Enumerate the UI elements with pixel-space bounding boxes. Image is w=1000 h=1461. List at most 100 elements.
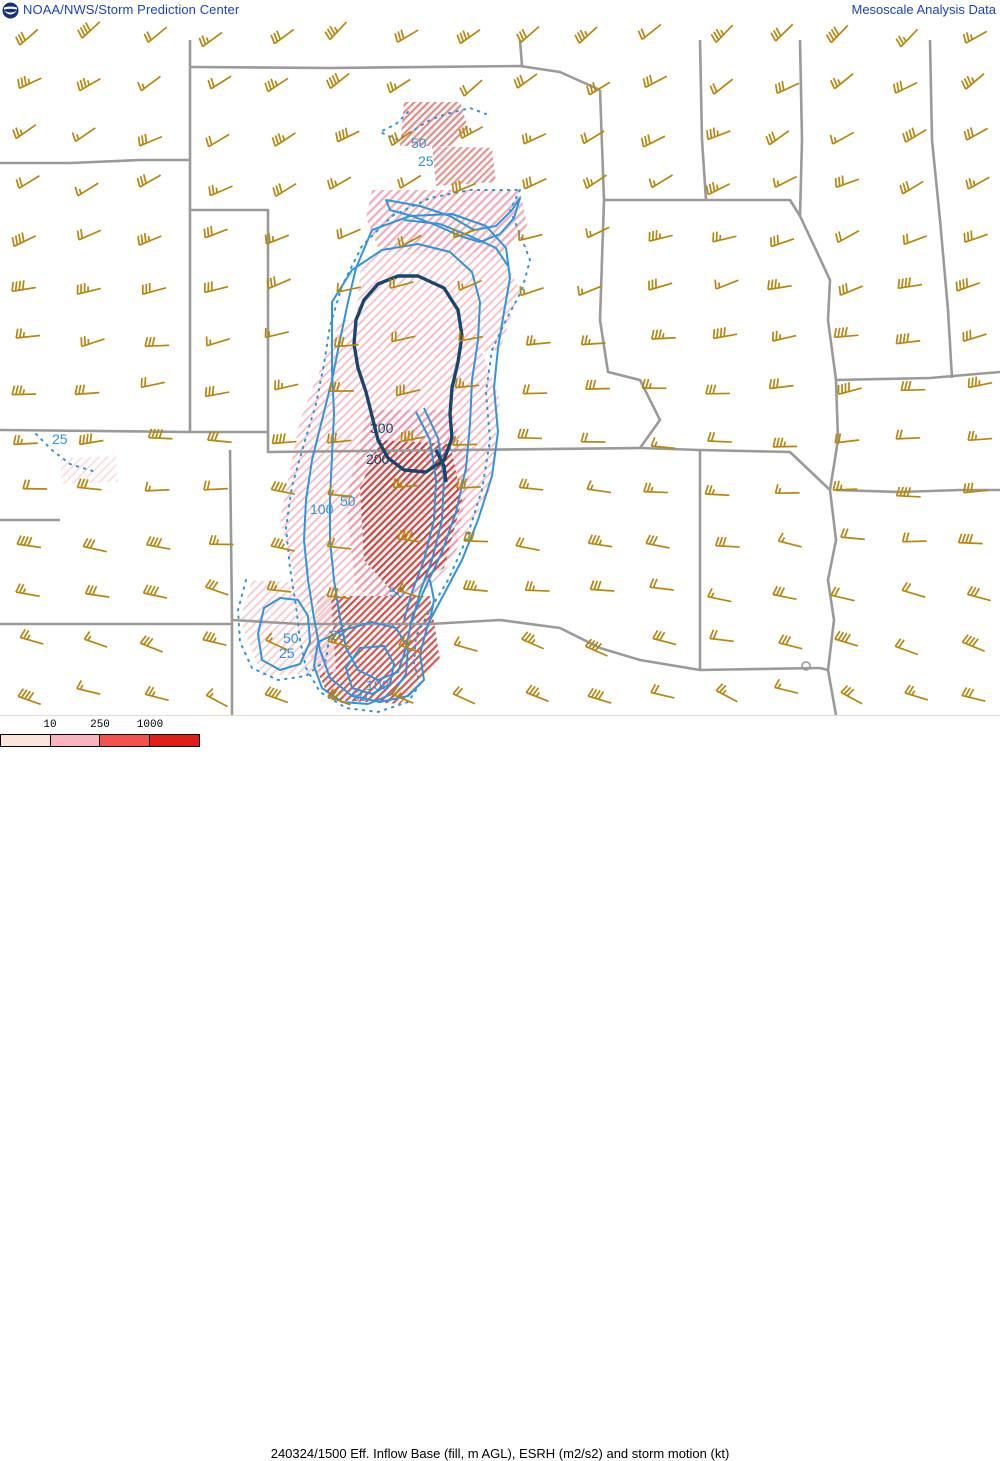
wind-barb (16, 70, 42, 88)
wind-barb (454, 636, 480, 651)
wind-barb (591, 580, 616, 591)
wind-barb (323, 20, 346, 40)
wind-barb (14, 23, 38, 46)
wind-barb (79, 330, 105, 346)
wind-barb (11, 279, 36, 292)
wind-barb (269, 22, 294, 44)
wind-barb (968, 586, 994, 601)
wind-barb (771, 327, 796, 341)
page-footer: 10 250 1000 240324/1500 Eff. Inflow Base… (0, 715, 1000, 751)
wind-barb (453, 686, 479, 704)
wind-barb (516, 537, 541, 550)
wind-barb (75, 280, 100, 295)
wind-barb (206, 579, 232, 595)
wind-barb (145, 481, 169, 491)
wind-barb (12, 385, 36, 395)
contour-label: 50 (283, 630, 299, 646)
wind-barb (84, 631, 110, 647)
wind-barb (708, 432, 732, 442)
wind-barb (962, 120, 987, 140)
wind-barb (75, 71, 100, 91)
contour-label: 50 (411, 135, 427, 151)
wind-barb (650, 578, 675, 590)
wind-barb (836, 379, 862, 394)
wind-barb (651, 437, 676, 448)
wind-barb (647, 167, 672, 187)
wind-barb (272, 433, 297, 444)
wind-barb (263, 71, 288, 92)
wind-barb (75, 384, 100, 395)
wind-barb (775, 484, 799, 493)
wind-barb (773, 437, 797, 447)
wind-barb (385, 72, 410, 93)
contour-label: 100 (366, 677, 390, 693)
wind-barb (522, 631, 548, 649)
wind-barb (16, 583, 41, 596)
page-header: NOAA/NWS/Storm Prediction Center Mesosca… (0, 0, 1000, 20)
wind-barb (396, 168, 421, 188)
wind-barb (149, 429, 173, 439)
wind-barb (204, 127, 229, 147)
wind-barb (647, 227, 672, 242)
wind-barb (147, 536, 172, 549)
map-caption: 240324/1500 Eff. Inflow Base (fill, m AG… (0, 1446, 1000, 1461)
colorbar-tick-label: 1000 (137, 719, 163, 731)
wind-barb (901, 227, 927, 244)
wind-barb (588, 688, 614, 704)
wind-barb (773, 75, 799, 93)
wind-barb (20, 629, 46, 644)
wind-barb (897, 276, 922, 289)
wind-barb (964, 169, 989, 189)
wind-barb (637, 20, 661, 39)
wind-barb (140, 373, 165, 387)
page-title: NOAA/NWS/Storm Prediction Center (23, 2, 239, 17)
wind-barb (271, 176, 296, 196)
wind-barb (136, 228, 162, 246)
wind-barb (145, 336, 169, 346)
wind-barb (833, 171, 859, 188)
wind-barb (17, 535, 42, 547)
wind-barb (710, 20, 733, 42)
wind-barb (206, 68, 231, 88)
wind-barb (589, 534, 614, 546)
wind-barb (961, 24, 986, 44)
wind-barb (641, 68, 666, 87)
wind-barb (521, 171, 547, 189)
wind-barb (512, 67, 537, 88)
wind-barb (204, 383, 229, 396)
wind-barb (712, 325, 737, 338)
wind-barb (393, 22, 418, 42)
wind-barb (573, 20, 597, 43)
noaa-seagull-logo (2, 2, 19, 19)
wind-barb (710, 630, 735, 642)
wind-barb (778, 532, 803, 547)
wind-barb (773, 586, 798, 600)
wind-barb (519, 478, 544, 489)
wind-barb (837, 278, 863, 295)
wind-barb (523, 384, 547, 394)
wind-barb (197, 25, 222, 46)
map-canvas[interactable]: 50 25 300 200 100 50 25 50 25 50 25 100 … (0, 20, 1000, 715)
wind-barb (834, 223, 859, 242)
wind-barb (968, 430, 993, 441)
colorbar-swatch-0 (1, 735, 51, 746)
wind-barb (647, 275, 673, 290)
wind-barb (83, 538, 108, 552)
wind-barb (515, 20, 539, 42)
wind-barb (270, 125, 295, 146)
wind-barb (716, 537, 740, 547)
wind-barb (203, 480, 227, 490)
wind-barb (77, 680, 102, 694)
spc-mesoanalysis-page: NOAA/NWS/Storm Prediction Center Mesosca… (0, 0, 1000, 750)
wind-barb (335, 221, 361, 239)
colorbar-legend[interactable]: 10 250 1000 (0, 720, 205, 750)
wind-barb (962, 687, 987, 701)
wind-barb (639, 128, 664, 147)
wind-barb (576, 278, 602, 295)
wind-barb (86, 585, 111, 597)
wind-barb (828, 125, 853, 144)
colorbar-swatch-1 (51, 735, 101, 746)
contour-label: 100 (310, 501, 334, 517)
wind-barb (841, 528, 866, 539)
wind-barb (894, 23, 917, 47)
